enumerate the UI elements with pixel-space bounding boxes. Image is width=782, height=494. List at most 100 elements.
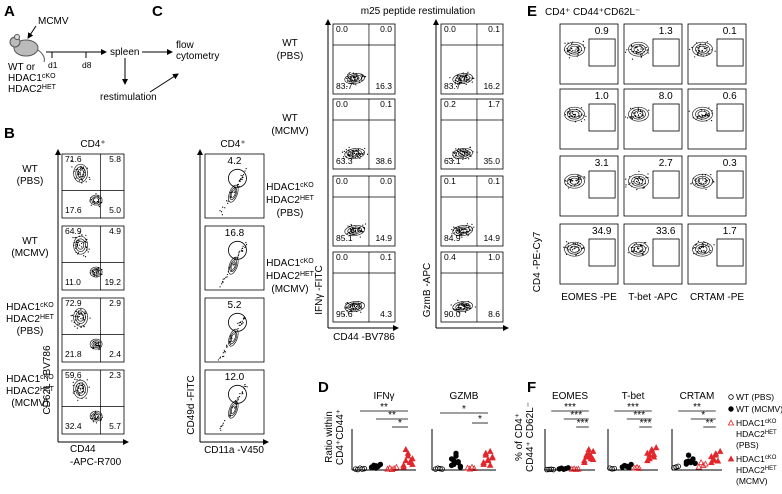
marker — [359, 466, 365, 472]
row-label-main: HDAC2 — [266, 271, 300, 282]
event-dot — [631, 185, 633, 187]
event-dot — [448, 157, 450, 160]
event-dot — [455, 235, 458, 237]
event-dot — [453, 159, 455, 162]
axis-label: CD4⁺CD44⁺ — [335, 409, 346, 465]
event-dot — [576, 55, 578, 57]
event-dot — [639, 177, 641, 179]
event-dot — [700, 246, 703, 249]
plot-frame — [61, 369, 125, 435]
event-dot — [353, 303, 355, 305]
marker — [550, 466, 557, 473]
event-dot — [690, 183, 692, 185]
event-dot — [242, 175, 244, 177]
event-dot — [353, 151, 355, 153]
quadrant-value: 0.0 — [336, 24, 348, 34]
event-dot — [220, 211, 223, 213]
event-dot — [641, 179, 643, 182]
event-dot — [223, 351, 226, 353]
quadrant-value: 0.4 — [444, 252, 456, 262]
event-dot — [347, 312, 349, 314]
event-dot — [467, 303, 469, 305]
event-dot — [346, 152, 348, 154]
quadrant-value: 14.9 — [375, 233, 392, 243]
event-dot — [89, 178, 91, 180]
event-dot — [696, 117, 698, 119]
event-dot — [449, 77, 451, 79]
event-dot — [582, 40, 584, 42]
event-dot — [585, 115, 587, 117]
event-dot — [570, 179, 572, 181]
event-dot — [343, 314, 345, 316]
event-dot — [450, 157, 452, 159]
contour — [628, 106, 649, 122]
event-dot — [702, 244, 704, 246]
event-dot — [464, 304, 466, 306]
event-dot — [710, 120, 713, 122]
event-dot — [454, 151, 456, 154]
event-dot — [82, 173, 84, 175]
quadrant-value: 2.4 — [109, 349, 121, 359]
event-dot — [76, 168, 79, 170]
event-dot — [632, 246, 634, 248]
event-dot — [224, 351, 227, 353]
significance-label: *** — [577, 418, 589, 429]
quadrant-value: 0.1 — [444, 176, 456, 186]
event-dot — [451, 233, 453, 235]
event-dot — [460, 155, 462, 157]
event-dot — [458, 235, 461, 237]
event-dot — [704, 174, 707, 176]
event-dot — [217, 359, 220, 361]
event-dot — [81, 390, 83, 393]
event-dot — [76, 244, 78, 246]
event-dot — [456, 309, 458, 311]
event-dot — [238, 396, 241, 398]
event-dot — [82, 386, 85, 388]
event-dot — [577, 243, 579, 245]
event-dot — [78, 173, 80, 175]
event-dot — [573, 115, 576, 118]
event-dot — [707, 113, 710, 115]
quadrant-value: 2.9 — [109, 298, 121, 308]
contour — [697, 245, 708, 253]
event-dot — [459, 308, 461, 310]
event-dot — [356, 305, 359, 307]
event-dot — [471, 223, 473, 225]
event-dot — [80, 389, 82, 391]
event-dot — [635, 177, 637, 179]
event-dot — [464, 76, 466, 78]
contour — [695, 243, 710, 255]
event-dot — [459, 75, 462, 77]
event-dot — [468, 307, 470, 310]
event-dot — [451, 228, 453, 231]
event-dot — [476, 151, 478, 153]
event-dot — [74, 237, 76, 239]
event-dot — [630, 116, 632, 118]
row-label: (MCMV) — [271, 284, 308, 295]
event-dot — [79, 378, 81, 380]
event-dot — [569, 109, 571, 111]
event-dot — [86, 241, 88, 244]
event-dot — [87, 251, 89, 253]
event-dot — [457, 74, 459, 76]
quadrant-value: 32.4 — [65, 421, 82, 431]
event-dot — [81, 314, 84, 316]
quadrant-value: 0.0 — [380, 176, 392, 186]
event-dot — [75, 247, 77, 250]
event-dot — [349, 305, 352, 308]
row-label: HDAC1cKO — [266, 182, 314, 194]
event-dot — [697, 240, 699, 243]
quadrant-value: 0.1 — [488, 176, 500, 186]
marker — [716, 447, 724, 454]
legend-label: HDAC2HET — [736, 429, 777, 439]
marker — [587, 452, 595, 459]
event-dot — [74, 319, 77, 321]
event-dot — [471, 81, 473, 83]
event-dot — [577, 244, 579, 247]
row-label: (PBS) — [277, 208, 304, 219]
event-dot — [700, 54, 702, 56]
event-dot — [231, 269, 233, 272]
event-dot — [634, 115, 637, 118]
event-dot — [632, 45, 634, 48]
day-label: d1 — [48, 60, 58, 70]
